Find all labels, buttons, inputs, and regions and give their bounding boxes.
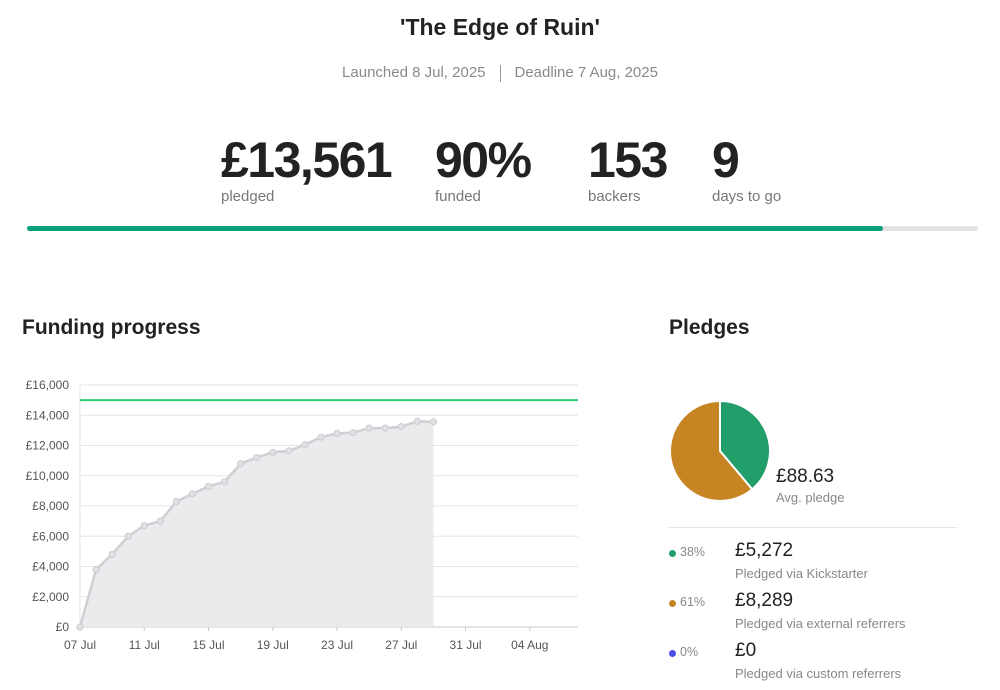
pledge-percent: 38% bbox=[680, 545, 706, 559]
data-point bbox=[349, 429, 357, 437]
pledge-source: Pledged via custom referrers bbox=[735, 666, 902, 681]
data-point bbox=[333, 429, 341, 437]
project-title: 'The Edge of Ruin' bbox=[399, 14, 601, 40]
y-tick-label: £2,000 bbox=[32, 590, 69, 604]
x-tick-label: 19 Jul bbox=[257, 638, 289, 652]
y-tick-label: £6,000 bbox=[32, 529, 69, 543]
y-tick-label: £8,000 bbox=[32, 499, 69, 513]
pledge-source: Pledged via Kickstarter bbox=[735, 566, 868, 581]
data-point bbox=[188, 490, 197, 498]
pledge-percent: 61% bbox=[680, 595, 706, 609]
data-point bbox=[365, 424, 373, 432]
y-tick-label: £14,000 bbox=[26, 408, 70, 422]
data-point bbox=[76, 623, 84, 631]
x-tick-label: 11 Jul bbox=[129, 638, 160, 652]
x-tick-label: 07 Jul bbox=[64, 638, 96, 652]
pie-slice bbox=[719, 400, 771, 491]
pledge-amount: £5,272 bbox=[735, 540, 794, 561]
avg-pledge: £88.63 Avg. pledge bbox=[776, 466, 844, 505]
funding-progress-fill bbox=[27, 226, 883, 231]
stat-pledged-value: £13,561 bbox=[221, 132, 393, 188]
deadline-date: Deadline 7 Aug, 2025 bbox=[514, 64, 658, 81]
stat-days-label: days to go bbox=[712, 188, 782, 205]
avg-pledge-value: £88.63 bbox=[776, 466, 835, 487]
data-point bbox=[397, 422, 405, 431]
stat-funded-value: 90% bbox=[435, 132, 532, 188]
data-point bbox=[301, 441, 309, 449]
project-dates: Launched 8 Jul, 2025 Deadline 7 Aug, 2025 bbox=[0, 64, 1000, 82]
data-point bbox=[92, 565, 100, 574]
stat-backers-label: backers bbox=[588, 188, 641, 205]
data-point bbox=[429, 418, 438, 426]
pledge-amount: £8,289 bbox=[735, 590, 794, 611]
stat-funded: 90% funded bbox=[435, 132, 532, 205]
pie-slice bbox=[669, 400, 754, 502]
data-point bbox=[108, 550, 116, 559]
stat-backers-value: 153 bbox=[588, 132, 668, 188]
data-point bbox=[253, 454, 261, 462]
data-point bbox=[237, 460, 245, 468]
stat-backers: 153 backers bbox=[588, 132, 668, 205]
y-tick-label: £10,000 bbox=[26, 469, 70, 483]
pledges-pie-chart bbox=[669, 400, 771, 502]
pledges-heading: Pledges bbox=[669, 316, 750, 339]
data-point bbox=[172, 497, 180, 506]
date-separator bbox=[499, 64, 501, 82]
data-point bbox=[140, 522, 148, 530]
data-point bbox=[204, 482, 213, 490]
external-dot bbox=[669, 600, 676, 607]
pledge-row-external: 61% £8,289 Pledged via external referrer… bbox=[669, 590, 969, 640]
funding-progress-bar bbox=[27, 226, 978, 231]
funding-progress-heading: Funding progress bbox=[22, 316, 201, 339]
x-tick-label: 23 Jul bbox=[321, 638, 353, 652]
data-point bbox=[413, 417, 421, 425]
data-point bbox=[285, 447, 293, 455]
y-tick-label: £4,000 bbox=[32, 560, 69, 574]
stat-pledged: £13,561 pledged bbox=[221, 132, 393, 205]
x-tick-label: 27 Jul bbox=[385, 638, 417, 652]
y-tick-label: £12,000 bbox=[26, 439, 70, 453]
stat-pledged-label: pledged bbox=[221, 188, 275, 205]
funding-area bbox=[80, 421, 434, 627]
data-point bbox=[317, 433, 325, 441]
y-tick-label: £0 bbox=[56, 620, 70, 634]
data-point bbox=[124, 532, 132, 540]
pledge-amount: £0 bbox=[735, 640, 757, 661]
stat-days-value: 9 bbox=[712, 132, 740, 188]
stat-funded-label: funded bbox=[435, 188, 481, 205]
stat-days: 9 days to go bbox=[712, 132, 781, 205]
kickstarter-dot bbox=[669, 550, 676, 557]
avg-pledge-label: Avg. pledge bbox=[776, 490, 845, 505]
data-point bbox=[381, 424, 389, 432]
pledges-divider bbox=[669, 527, 957, 528]
funding-progress-chart: £0 £2,000 £4,000 £6,000 £8,000 £10,000 £12,000… bbox=[26, 378, 578, 652]
custom-dot bbox=[669, 650, 676, 657]
launched-date: Launched 8 Jul, 2025 bbox=[342, 64, 486, 81]
pledge-percent: 0% bbox=[680, 645, 699, 659]
x-tick-label: 04 Aug bbox=[511, 638, 548, 652]
data-point bbox=[156, 517, 164, 525]
pledge-row-custom: 0% £0 Pledged via custom referrers bbox=[669, 640, 969, 690]
x-tick-label: 31 Jul bbox=[450, 638, 482, 652]
pledge-source: Pledged via external referrers bbox=[735, 616, 906, 631]
y-tick-label: £16,000 bbox=[26, 378, 70, 392]
data-point bbox=[269, 448, 277, 456]
data-point bbox=[220, 478, 229, 486]
pledge-row-kickstarter: 38% £5,272 Pledged via Kickstarter bbox=[669, 540, 969, 590]
x-tick-label: 15 Jul bbox=[193, 638, 225, 652]
